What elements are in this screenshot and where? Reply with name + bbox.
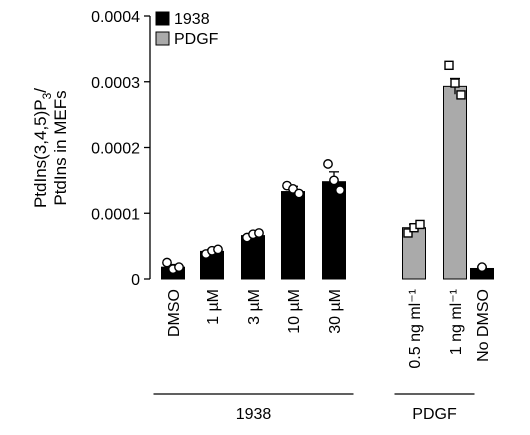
data-point-circle [477,262,487,273]
legend-label-1938: 1938 [174,11,210,28]
bar [322,181,346,280]
x-tick-label: 1 µM [205,289,222,325]
data-points [162,60,487,275]
bar [443,85,467,280]
data-point-circle [329,175,339,186]
data-point-square [415,219,425,230]
y-axis-title-line1: PtdIns(3,4,5)P3/ [31,88,54,208]
legend: 1938 PDGF [155,11,219,48]
y-axis-title-subscript: 3 [40,92,54,99]
x-tick-label: No DMSO [475,289,492,362]
x-tick-label: 3 µM [246,289,263,325]
bar [281,191,305,280]
y-tick-label: 0.0001 [91,206,140,223]
x-tick-label: 30 µM [327,289,344,334]
group-label: PDGF [412,406,457,423]
data-point-circle [323,159,333,169]
x-tick-label: 0.5 ng ml⁻¹ [407,289,424,369]
data-point-circle [254,228,264,238]
data-point-circle [174,262,184,273]
y-axis: 0 0.0001 0.0002 0.0003 0.0004 [91,9,151,289]
y-axis-title-line2: PtdIns in MEFs [51,90,70,205]
data-point-circle [294,188,304,199]
y-axis-title: PtdIns(3,4,5)P3/ PtdIns in MEFs [31,88,70,208]
x-tick-label: 10 µM [286,289,303,334]
bar [241,235,265,280]
data-point-square [444,60,454,71]
legend-label-pdgf: PDGF [174,31,219,48]
y-tick-label: 0.0004 [91,9,140,26]
group-brackets: 1938 PDGF [153,393,475,423]
data-point-square [450,78,460,88]
x-tick-labels: DMSO 1 µM 3 µM 10 µM 30 µM 0.5 ng ml⁻¹ 1 ng ml… [166,289,492,369]
data-point-circle [335,185,345,196]
legend-swatch-1938 [155,11,170,26]
legend-swatch-pdgf [155,31,170,46]
data-point-square [456,90,466,100]
y-tick-label: 0.0003 [91,75,140,92]
data-point-circle [162,257,172,268]
group-label: 1938 [236,406,272,423]
data-point-square [403,228,413,238]
data-point-circle [213,244,223,255]
x-tick-label: DMSO [166,289,183,337]
y-tick-label: 0.0002 [91,141,140,158]
y-tick-label: 0 [131,272,140,289]
x-tick-label: 1 ng ml⁻¹ [448,289,465,355]
